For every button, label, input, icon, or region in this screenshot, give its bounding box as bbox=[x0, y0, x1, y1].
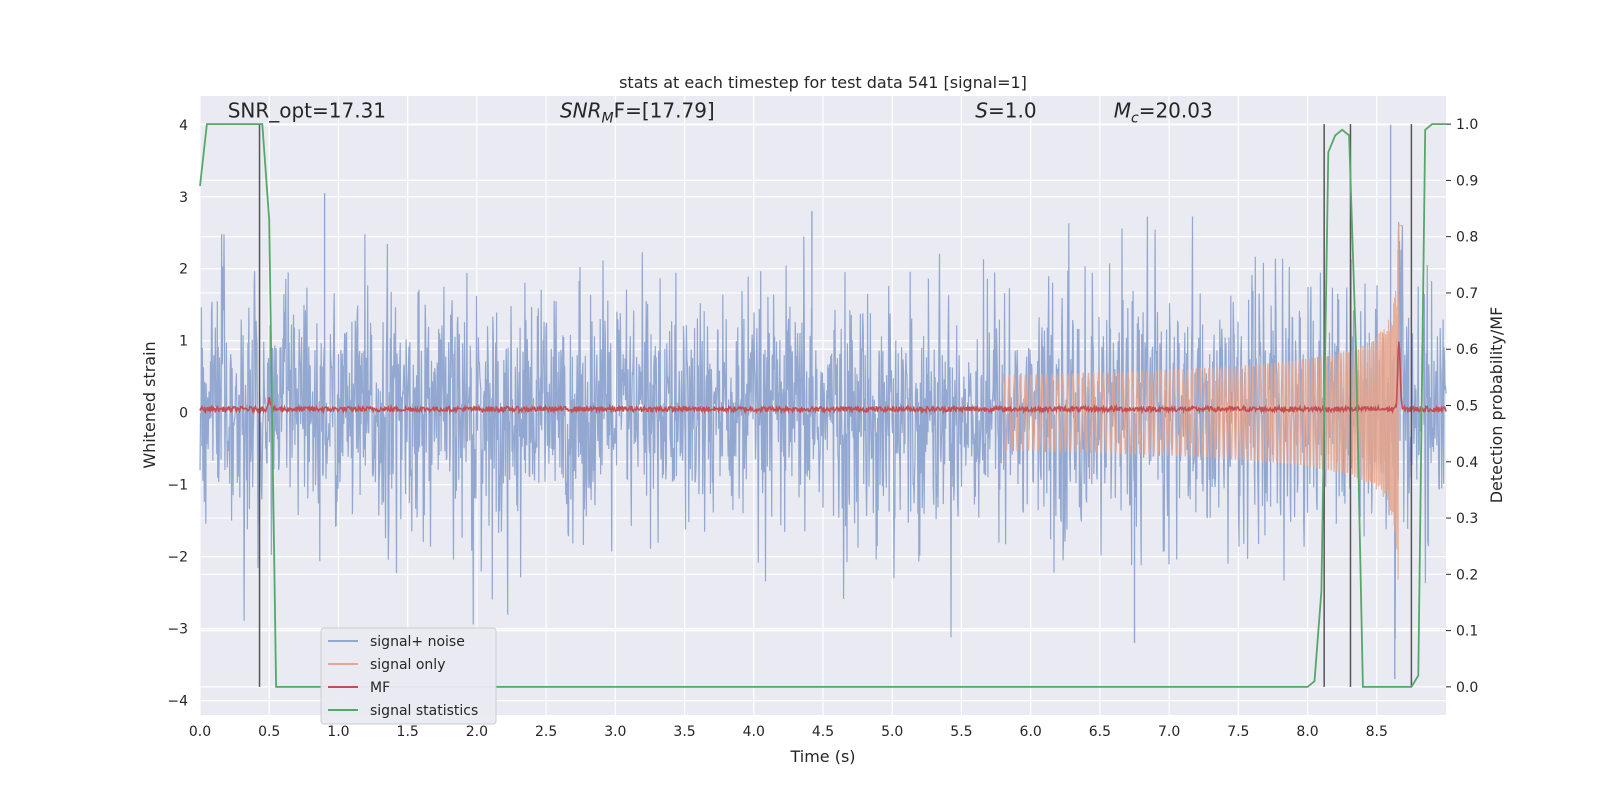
annotation-snr-mf: SNRMF=[17.79] bbox=[560, 99, 715, 127]
series-signal-only bbox=[1002, 225, 1404, 580]
legend-box bbox=[320, 627, 497, 725]
series-signal-noise-line bbox=[199, 216, 1447, 640]
x-tick-label: 2.5 bbox=[535, 724, 557, 740]
x-tick-label: 8.0 bbox=[1296, 724, 1318, 740]
y-tick-label-left: 2 bbox=[179, 262, 188, 278]
annotation-mc-sub: c bbox=[1131, 111, 1139, 127]
y-tick-label-right: 0.1 bbox=[1456, 624, 1478, 640]
series-signal-statistics-line bbox=[199, 123, 1446, 688]
annotation-mc: Mc=20.03 bbox=[1114, 99, 1213, 127]
annotation-snr-mf-suffix: F=[17.79] bbox=[614, 99, 715, 123]
series-mf bbox=[199, 341, 1447, 415]
series-signal-only-line bbox=[1002, 225, 1404, 580]
y-tick-label-right: 0.5 bbox=[1456, 399, 1478, 415]
annotation-snr-opt: SNR_opt=17.31 bbox=[228, 99, 386, 123]
y-tick-label-right: 0.2 bbox=[1456, 567, 1478, 583]
x-tick-labels: 0.0 0.5 1.0 1.5 2.0 2.5 3.0 3.5 4.0 4.5 5.0 5.5 6.0 6… bbox=[189, 724, 1388, 740]
annotation-s-value: =1.0 bbox=[988, 99, 1037, 123]
y-tick-label-right: 0.6 bbox=[1456, 342, 1478, 358]
legend-label: signal+ noise bbox=[370, 634, 465, 650]
y-tick-label-right: 0.9 bbox=[1456, 173, 1478, 189]
x-tick-label: 6.5 bbox=[1089, 724, 1111, 740]
x-tick-label: 7.5 bbox=[1227, 724, 1249, 740]
annotation-mc-value: =20.03 bbox=[1139, 99, 1213, 123]
y-tick-label-right: 0.8 bbox=[1456, 230, 1478, 246]
legend-label: MF bbox=[370, 680, 390, 696]
y-axis-label-left: Whitened strain bbox=[140, 341, 159, 468]
x-tick-label: 0.0 bbox=[189, 724, 211, 740]
x-tick-label: 0.5 bbox=[258, 724, 280, 740]
y-tick-label-right: 0.3 bbox=[1456, 511, 1478, 527]
y-tick-label-right: 0.4 bbox=[1456, 455, 1478, 471]
y-tick-label-right: 0.0 bbox=[1456, 680, 1478, 696]
legend: signal+ noise signal only MF signal statist… bbox=[320, 627, 497, 725]
y-tick-label-left: 1 bbox=[179, 334, 188, 350]
x-tick-label: 2.0 bbox=[466, 724, 488, 740]
annotation-s: S=1.0 bbox=[975, 99, 1036, 123]
chart-title: stats at each timestep for test data 541… bbox=[619, 73, 1027, 92]
y-tick-label-left: −4 bbox=[167, 694, 188, 710]
x-tick-label: 5.0 bbox=[881, 724, 903, 740]
y-tick-label-left: −3 bbox=[167, 622, 188, 638]
y-tick-label-right: 1.0 bbox=[1456, 117, 1478, 133]
series-signal-statistics bbox=[199, 123, 1446, 688]
y-tick-label-left: 3 bbox=[179, 190, 188, 206]
annotations: SNR_opt=17.31 SNRMF=[17.79] S=1.0 Mc=20.… bbox=[228, 99, 1213, 127]
y-tick-label-left: −1 bbox=[167, 478, 188, 494]
x-tick-label: 6.0 bbox=[1020, 724, 1042, 740]
x-tick-label: 4.5 bbox=[812, 724, 834, 740]
x-tick-label: 7.0 bbox=[1158, 724, 1180, 740]
x-axis-label: Time (s) bbox=[789, 747, 855, 766]
x-tick-label: 8.5 bbox=[1366, 724, 1388, 740]
x-tick-label: 1.5 bbox=[397, 724, 419, 740]
annotation-snr-mf-sub: M bbox=[602, 111, 614, 127]
series-mf-line bbox=[199, 341, 1447, 415]
y-tick-labels-left: −4 −3 −2 −1 0 1 2 3 4 bbox=[167, 118, 188, 710]
x-tick-label: 3.5 bbox=[673, 724, 695, 740]
y-tick-label-left: 0 bbox=[179, 406, 188, 422]
x-tick-label: 4.0 bbox=[743, 724, 765, 740]
x-tick-label: 3.0 bbox=[604, 724, 626, 740]
legend-label: signal statistics bbox=[370, 703, 478, 719]
x-tick-label: 1.0 bbox=[327, 724, 349, 740]
annotation-snr-mf-prefix: SNR bbox=[560, 99, 602, 123]
y-tick-label-left: −2 bbox=[167, 550, 188, 566]
y-tick-labels-right: 0.0 0.1 0.2 0.3 0.4 0.5 0.6 0.7 0.8 0.9 1.0 bbox=[1446, 117, 1478, 696]
y-axis-label-right: Detection probability/MF bbox=[1487, 307, 1506, 504]
y-tick-label-left: 4 bbox=[179, 118, 188, 134]
y-tick-label-right: 0.7 bbox=[1456, 286, 1478, 302]
x-tick-label: 5.5 bbox=[950, 724, 972, 740]
legend-label: signal only bbox=[370, 657, 445, 673]
annotation-s-var: S bbox=[975, 99, 988, 123]
annotation-mc-var: M bbox=[1114, 99, 1131, 123]
